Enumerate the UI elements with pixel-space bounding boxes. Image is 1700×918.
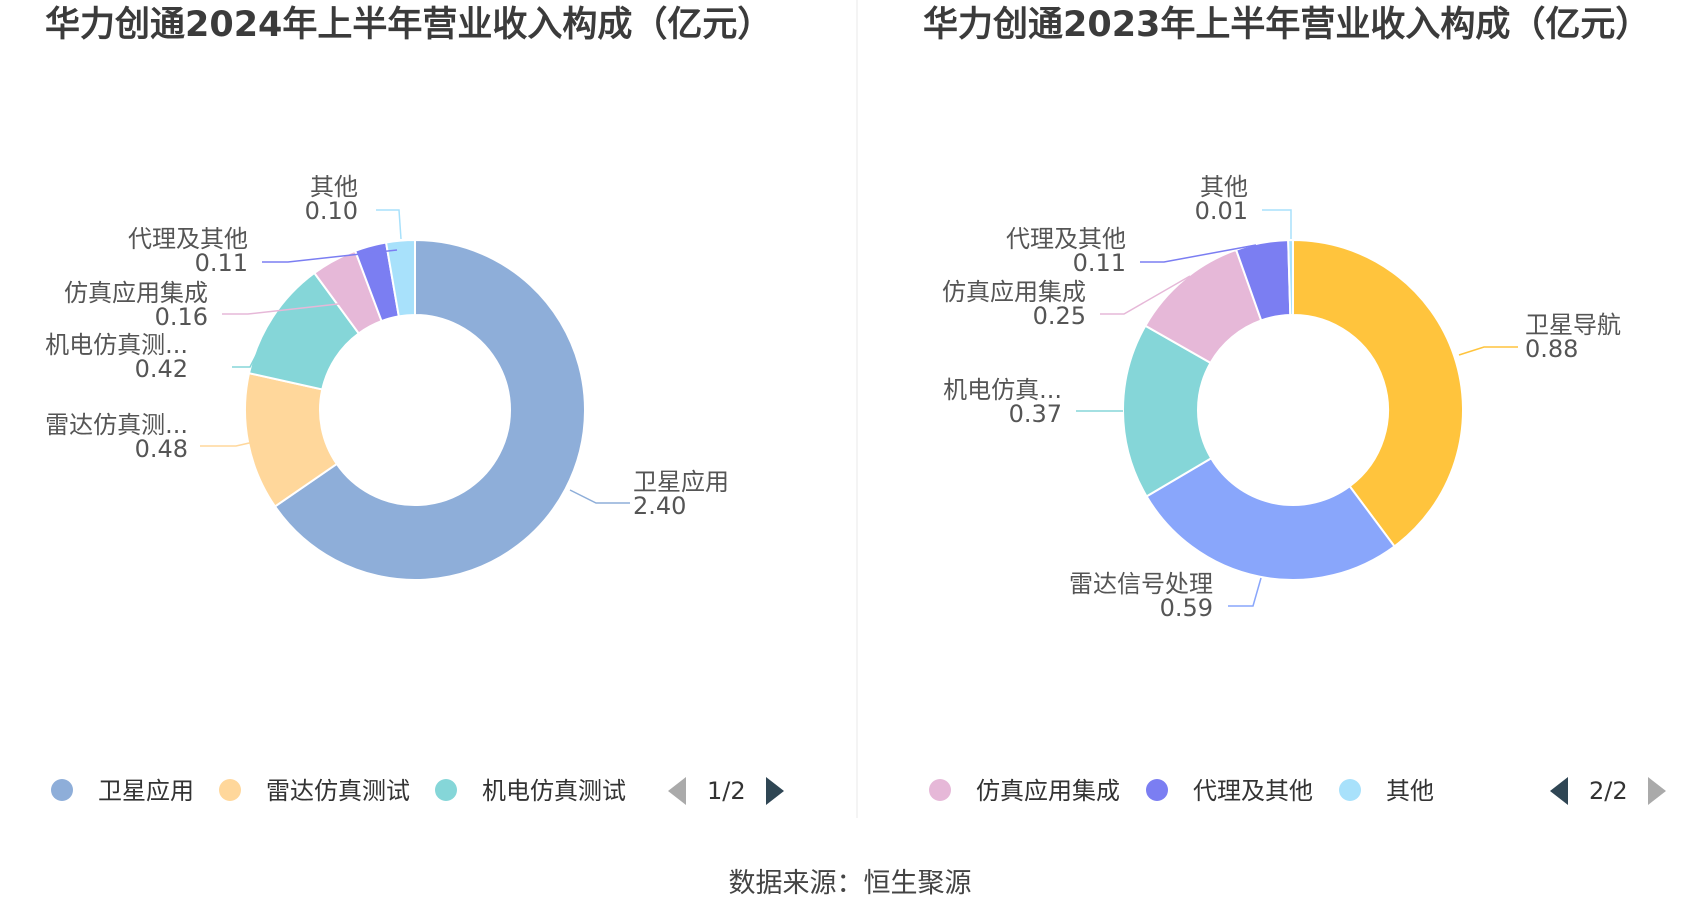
legend-item[interactable]: 机电仿真测试 xyxy=(435,777,626,805)
slice-label: 仿真应用集成 xyxy=(64,279,208,307)
legend-label: 其他 xyxy=(1386,777,1434,805)
chart-title: 华力创通2023年上半年营业收入构成（亿元） xyxy=(923,5,1650,45)
legend: 仿真应用集成 代理及其他 其他 xyxy=(929,777,1434,805)
slice-value-label: 2.40 xyxy=(633,492,686,520)
label-leader-line xyxy=(1100,275,1191,315)
legend-label: 机电仿真测试 xyxy=(482,777,626,805)
donut-slice[interactable] xyxy=(273,238,586,581)
legend-marker xyxy=(435,779,457,801)
label-leader-line xyxy=(200,440,259,447)
pager-text: 1/2 xyxy=(707,777,746,805)
slice-value-label: 0.25 xyxy=(1033,302,1086,330)
pager-prev-arrow-icon[interactable] xyxy=(1550,777,1568,805)
donut-slice[interactable] xyxy=(1145,456,1396,581)
donut-chart: 卫星应用2.40雷达仿真测...0.48机电仿真测...0.42仿真应用集成0.… xyxy=(45,173,729,581)
slice-value-label: 0.88 xyxy=(1525,335,1578,363)
legend-marker xyxy=(219,779,241,801)
slice-value-label: 0.01 xyxy=(1195,197,1248,225)
slice-value-label: 0.10 xyxy=(305,197,358,225)
label-leader-line xyxy=(1262,209,1292,239)
slice-label: 仿真应用集成 xyxy=(942,278,1086,306)
legend-item[interactable]: 卫星应用 xyxy=(51,777,194,805)
legend-marker xyxy=(1339,779,1361,801)
data-source: 数据来源：恒生聚源 xyxy=(729,868,972,899)
slice-value-label: 0.48 xyxy=(135,435,188,463)
slice-value-label: 0.59 xyxy=(1160,594,1213,622)
label-leader-line xyxy=(569,489,630,504)
label-leader-line xyxy=(262,249,398,263)
label-leader-line xyxy=(222,300,366,315)
legend-pager: 1/2 xyxy=(668,777,784,805)
donut-slice[interactable] xyxy=(384,238,416,318)
legend-marker xyxy=(929,779,951,801)
slice-value-label: 0.11 xyxy=(1073,249,1126,277)
legend-pager: 2/2 xyxy=(1550,777,1666,805)
pager-next-arrow-icon[interactable] xyxy=(1648,777,1666,805)
chart-panel-2024: 华力创通2024年上半年营业收入构成（亿元） 卫星应用2.40雷达仿真测...0… xyxy=(45,5,784,805)
slice-label: 卫星导航 xyxy=(1525,311,1621,339)
legend-marker xyxy=(1146,779,1168,801)
label-leader-line xyxy=(1228,577,1262,607)
slice-label: 机电仿真测... xyxy=(45,331,188,359)
legend: 卫星应用 雷达仿真测试 机电仿真测试 xyxy=(51,777,626,805)
slice-value-label: 0.16 xyxy=(155,303,208,331)
slice-value-label: 0.11 xyxy=(195,249,248,277)
legend-label: 代理及其他 xyxy=(1193,777,1313,805)
donut-slice[interactable] xyxy=(1287,238,1294,317)
slice-label: 其他 xyxy=(1200,173,1248,201)
slice-value-label: 0.37 xyxy=(1009,400,1062,428)
legend-item[interactable]: 代理及其他 xyxy=(1146,777,1313,805)
legend-item[interactable]: 仿真应用集成 xyxy=(929,777,1120,805)
slice-label: 卫星应用 xyxy=(633,468,729,496)
legend-item[interactable]: 雷达仿真测试 xyxy=(219,777,410,805)
legend-item[interactable]: 其他 xyxy=(1339,777,1434,805)
pager-text: 2/2 xyxy=(1589,777,1628,805)
slice-label: 其他 xyxy=(310,173,358,201)
slice-label: 雷达信号处理 xyxy=(1069,570,1213,598)
label-leader-line xyxy=(376,209,402,240)
chart-title: 华力创通2024年上半年营业收入构成（亿元） xyxy=(45,5,772,45)
slice-label: 代理及其他 xyxy=(1006,225,1126,253)
label-leader-line xyxy=(1140,244,1257,263)
slice-label: 代理及其他 xyxy=(128,225,248,253)
donut-slice[interactable] xyxy=(1292,238,1464,548)
legend-label: 仿真应用集成 xyxy=(976,777,1120,805)
label-leader-line xyxy=(232,323,273,368)
legend-marker xyxy=(51,779,73,801)
pager-prev-arrow-icon[interactable] xyxy=(668,777,686,805)
legend-label: 卫星应用 xyxy=(98,777,194,805)
label-leader-line xyxy=(1458,346,1518,356)
slice-value-label: 0.42 xyxy=(135,355,188,383)
slice-label: 雷达仿真测... xyxy=(45,411,188,439)
slice-label: 机电仿真... xyxy=(943,376,1062,404)
legend-label: 雷达仿真测试 xyxy=(266,777,410,805)
pager-next-arrow-icon[interactable] xyxy=(766,777,784,805)
